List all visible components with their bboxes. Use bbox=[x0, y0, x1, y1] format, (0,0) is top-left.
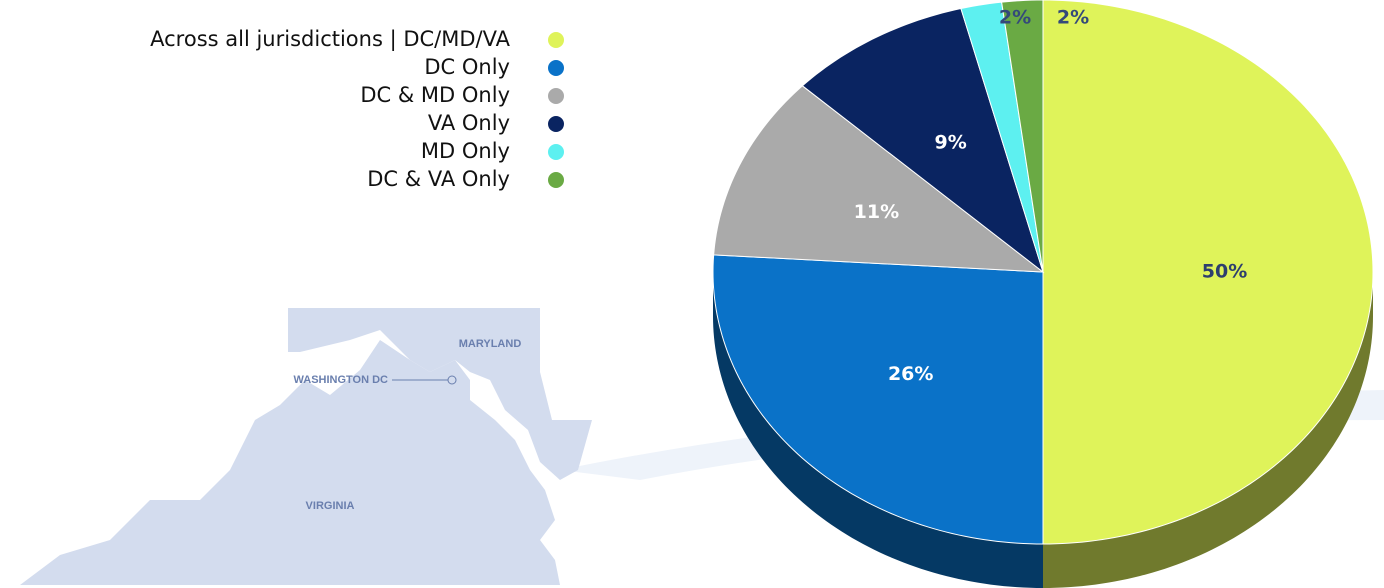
data-label: 9% bbox=[934, 132, 966, 154]
pie-sides bbox=[713, 272, 1373, 588]
pie-slice bbox=[960, 1, 1044, 273]
pie-side bbox=[713, 272, 1043, 588]
legend-swatch bbox=[548, 60, 564, 76]
legend-swatch bbox=[548, 144, 564, 160]
maryland-shape bbox=[288, 308, 592, 480]
legend-swatch bbox=[548, 172, 564, 188]
legend-label: DC Only bbox=[424, 55, 510, 79]
pie-slice bbox=[801, 7, 1044, 274]
data-label: 26% bbox=[888, 363, 933, 385]
legend-swatch bbox=[548, 116, 564, 132]
dc-marker bbox=[447, 375, 457, 385]
pie-top bbox=[712, 0, 1374, 545]
pie-slice bbox=[713, 85, 1045, 273]
pie-side bbox=[1043, 272, 1373, 588]
data-label: 2% bbox=[1057, 7, 1089, 29]
data-label: 11% bbox=[854, 201, 899, 223]
pie-slice bbox=[1042, 0, 1374, 545]
data-label: 50% bbox=[1202, 261, 1247, 283]
legend-label: DC & MD Only bbox=[360, 83, 510, 107]
legend-label: VA Only bbox=[428, 111, 510, 135]
map-label: MARYLAND bbox=[459, 338, 522, 350]
map-label: VIRGINIA bbox=[306, 500, 355, 512]
virginia-shape bbox=[20, 340, 560, 585]
legend-swatch bbox=[548, 32, 564, 48]
data-label: 2% bbox=[999, 7, 1031, 29]
legend-label: DC & VA Only bbox=[367, 167, 510, 191]
legend-label: MD Only bbox=[421, 139, 510, 163]
pie-slice bbox=[712, 254, 1044, 545]
pie-slice bbox=[1001, 0, 1044, 273]
map-label: WASHINGTON DC bbox=[293, 374, 388, 386]
legend-label: Across all jurisdictions | DC/MD/VA bbox=[150, 27, 510, 52]
map: MARYLAND WASHINGTON DC VIRGINIA bbox=[20, 308, 592, 585]
legend-swatch bbox=[548, 88, 564, 104]
